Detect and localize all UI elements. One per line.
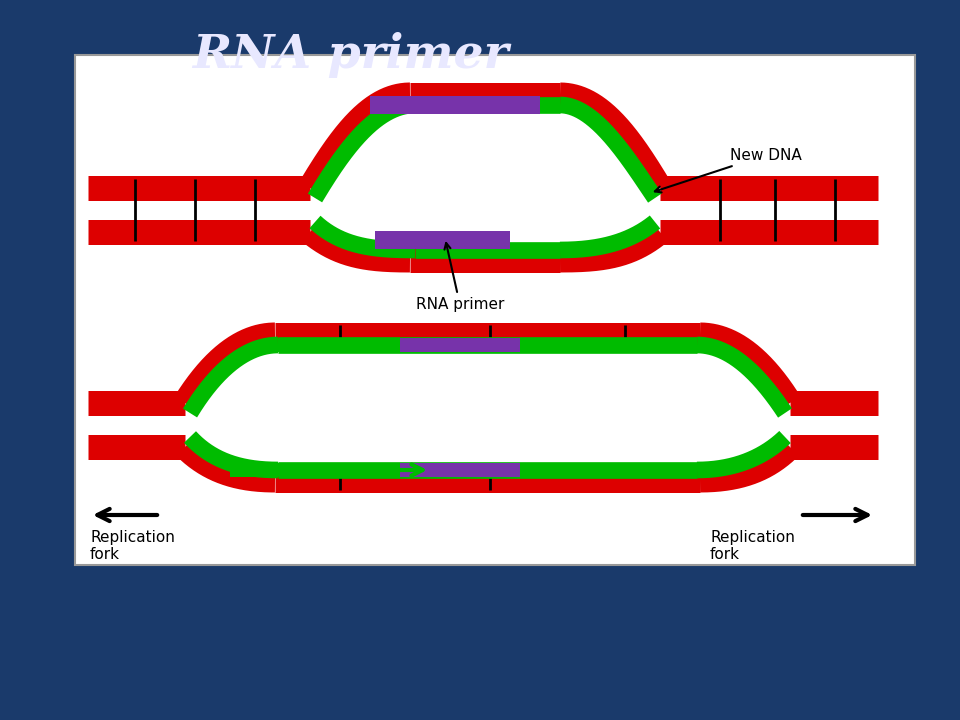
Bar <box>230 463 400 477</box>
Bar <box>520 463 697 477</box>
Text: Replication
fork: Replication fork <box>710 530 795 562</box>
Bar <box>278 338 400 352</box>
Bar <box>370 96 540 114</box>
Bar <box>375 231 510 249</box>
Text: RNA primer: RNA primer <box>416 243 504 312</box>
Text: RNA primer: RNA primer <box>192 32 508 78</box>
Bar <box>520 338 697 352</box>
Bar <box>230 463 278 477</box>
Bar <box>400 338 520 352</box>
Text: Replication
fork: Replication fork <box>90 530 175 562</box>
FancyBboxPatch shape <box>75 55 915 565</box>
Text: New DNA: New DNA <box>655 148 802 192</box>
Bar <box>400 463 520 477</box>
